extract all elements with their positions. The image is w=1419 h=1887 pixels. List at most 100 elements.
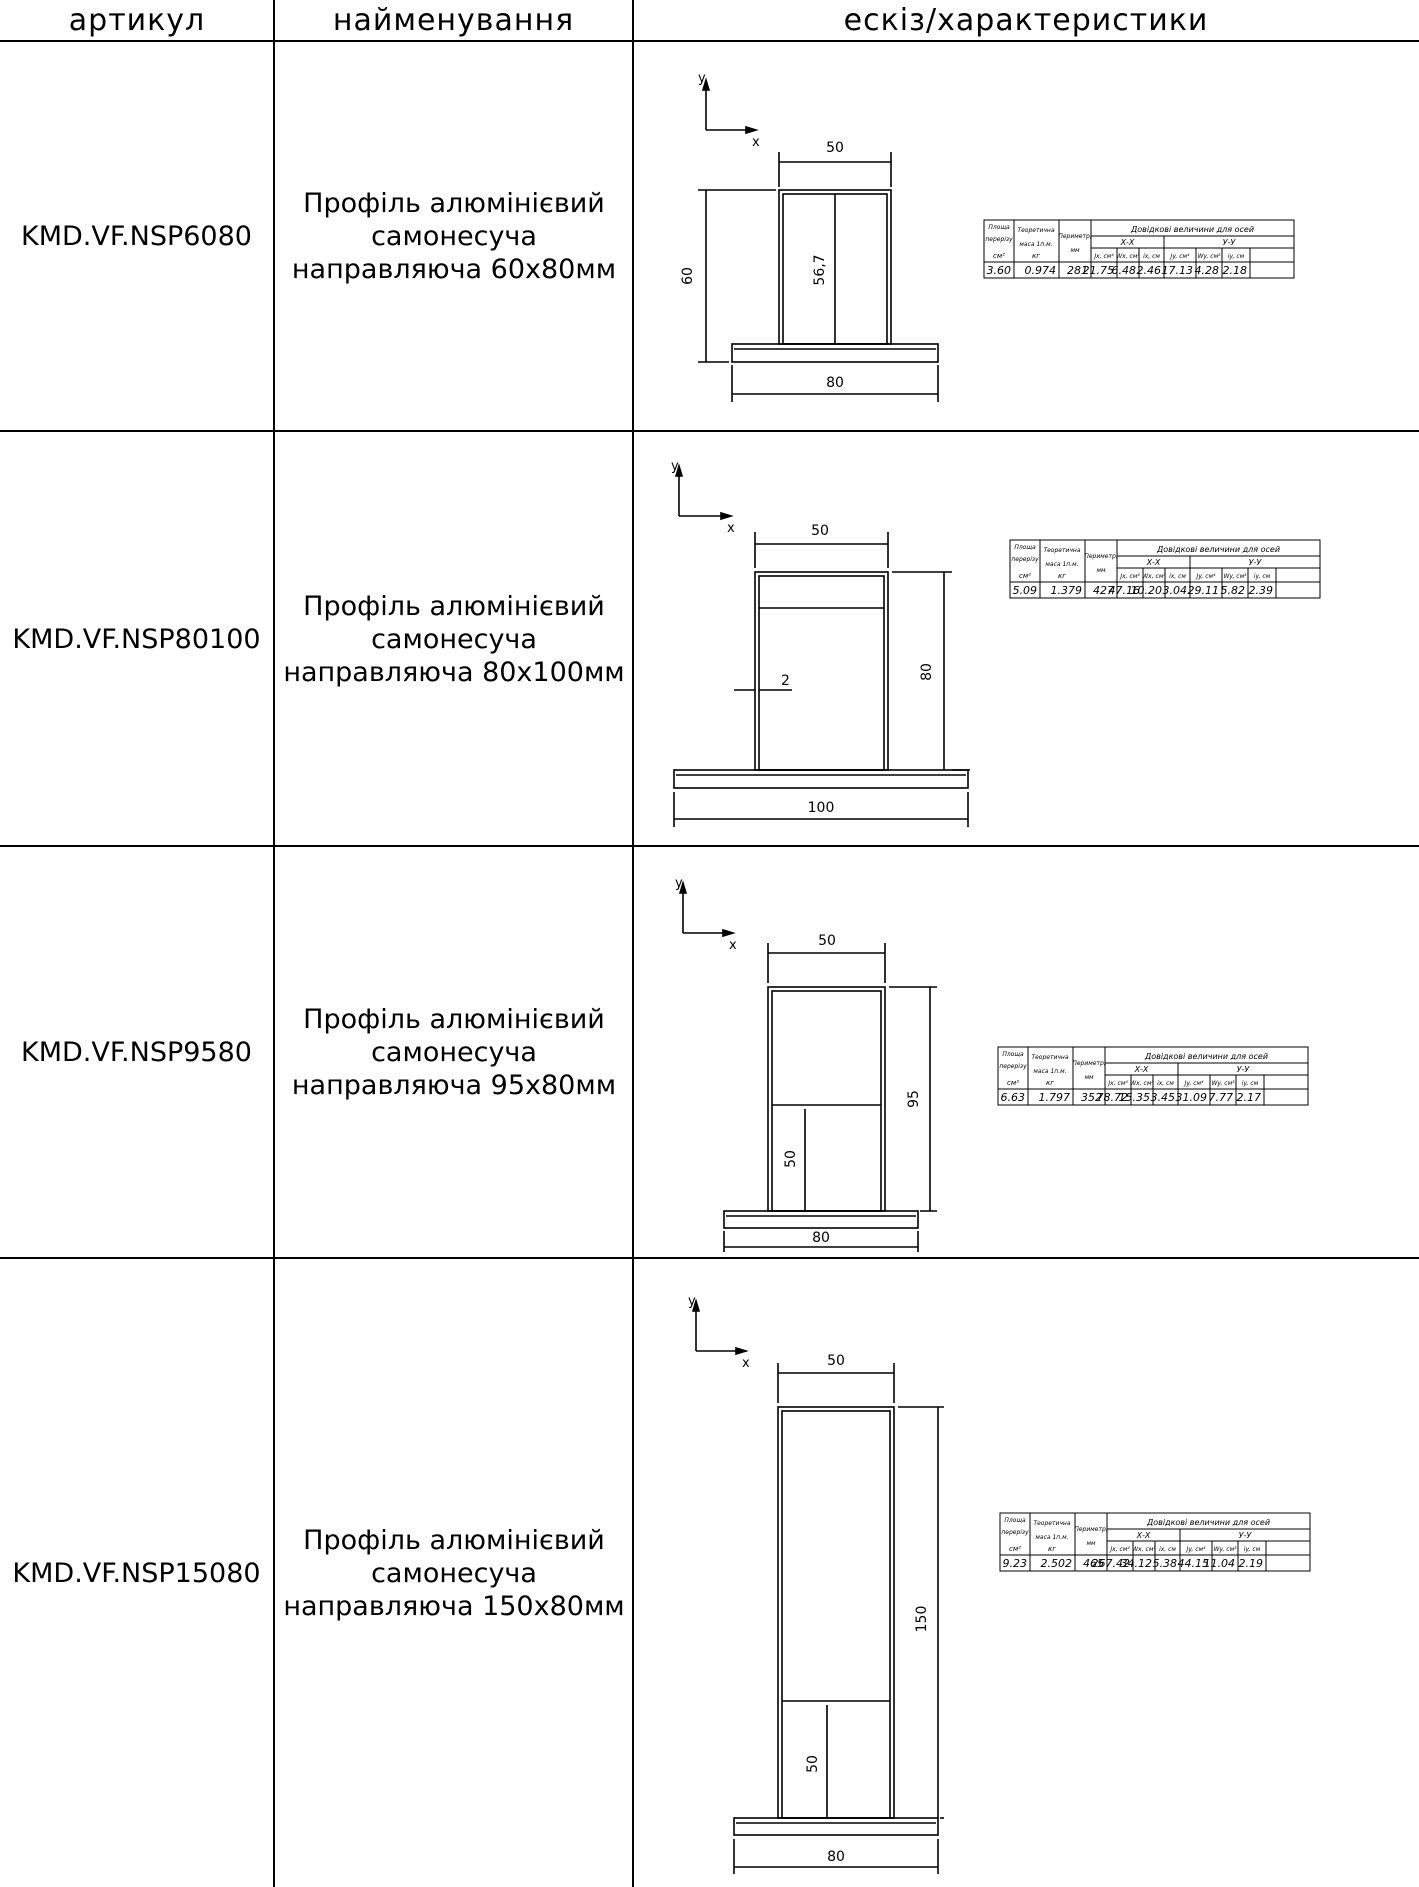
dim-inner: 50	[805, 1755, 821, 1773]
spec-mass-label-2: маса 1п.м.	[1019, 241, 1052, 248]
spec-value: 9.23	[1003, 1557, 1028, 1570]
spec-value: 281	[1067, 264, 1088, 277]
spec-value: 6.48	[1112, 264, 1137, 277]
spec-value: 2.19	[1239, 1557, 1264, 1570]
spec-value: 5.38	[1153, 1557, 1178, 1570]
spec-value: 17.13	[1162, 264, 1194, 277]
spec-col-header: ix, см	[1169, 573, 1186, 580]
spec-col-header: Wy, см³	[1197, 253, 1221, 260]
row-4-article: KMD.VF.NSP15080	[12, 1557, 261, 1589]
spec-area-label-2: перерізу	[985, 236, 1013, 243]
dim-wall: 2	[781, 673, 790, 689]
spec-col-header: Wx, см³	[1116, 253, 1140, 260]
spec-value: 10.20	[1131, 584, 1163, 597]
dim-height: 60	[680, 267, 696, 285]
spec-value: 15.35	[1119, 1091, 1151, 1104]
spec-col-header: Jy, см⁴	[1170, 253, 1190, 260]
spec-col-header: Wx, см³	[1132, 1546, 1156, 1553]
spec-col-header: iy, см	[1244, 1546, 1261, 1553]
spec-col-header: Wy, см³	[1213, 1546, 1237, 1553]
axis-y-label: y	[671, 459, 679, 474]
spec-col-header: Wy, см³	[1211, 1080, 1235, 1087]
row-4-name-line-1: Профіль алюмінієвий	[303, 1524, 605, 1556]
spec-col-header: Jx, см⁴	[1107, 1080, 1128, 1087]
spec-axis-y: У-У	[1223, 238, 1237, 247]
dim-width: 50	[826, 140, 844, 156]
spec-perimeter-unit: мм	[1084, 1074, 1094, 1081]
row-1-name: Профіль алюмінієвий самонесуча направляю…	[275, 42, 633, 431]
spec-col-header: Wx, см³	[1142, 573, 1166, 580]
row-4-name-line-3: направляюча 150х80мм	[283, 1590, 625, 1622]
spec-col-header: Jx, см⁴	[1109, 1546, 1130, 1553]
dim-height: 80	[919, 663, 935, 681]
spec-axis-x: Х-Х	[1134, 1065, 1149, 1074]
row-1-name-line-1: Профіль алюмінієвий	[303, 188, 605, 219]
spec-col-header: Jx, см⁴	[1119, 573, 1140, 580]
spec-value: 34.12	[1121, 1557, 1153, 1570]
row-1-article: KMD.VF.NSP6080	[21, 221, 252, 252]
axis-x-label: x	[752, 135, 760, 150]
spec-value: 3.04	[1163, 584, 1188, 597]
spec-mass-label-2: маса 1п.м.	[1033, 1068, 1066, 1075]
spec-value: 5.82	[1221, 584, 1246, 597]
row-4-sketch: 50 150 50 80 y x Площа перерізу см² Теорети…	[634, 1259, 1419, 1887]
row-3-sketch: 50 95 50 80 y x Площа перерізу см² Теоретич…	[634, 847, 1419, 1258]
axis-y-label: y	[688, 1294, 696, 1309]
spec-area-label-2: перерізу	[1001, 1529, 1029, 1536]
spec-value: 29.11	[1188, 584, 1220, 597]
dim-inner: 50	[783, 1150, 799, 1168]
dim-base: 80	[827, 1849, 845, 1865]
row-3-article: KMD.VF.NSP9580	[21, 1037, 252, 1068]
spec-value: 5.09	[1013, 584, 1038, 597]
spec-mass-label-2: маса 1п.м.	[1045, 561, 1078, 568]
axis-y-label: y	[675, 876, 683, 891]
spec-col-header: Jy, см⁴	[1184, 1080, 1204, 1087]
profile-drawing-6080: 50 60 56,7 80 y x Площа перерізу см² Теорет…	[680, 71, 1295, 402]
profile-drawing-15080: 50 150 50 80 y x Площа перерізу см² Теорети…	[688, 1294, 1311, 1874]
spec-axis-x: Х-Х	[1120, 238, 1135, 247]
spec-col-header: iy, см	[1228, 253, 1245, 260]
spec-value: 1.797	[1039, 1091, 1071, 1104]
spec-area-label: Площа	[1004, 1517, 1026, 1524]
spec-axis-x: Х-Х	[1136, 1531, 1151, 1540]
spec-area-unit: см²	[1019, 572, 1031, 580]
spec-col-header: ix, см	[1159, 1546, 1176, 1553]
profile-drawing-9580: 50 95 50 80 y x Площа перерізу см² Теоретич…	[675, 876, 1309, 1252]
dim-base: 80	[826, 375, 844, 391]
spec-table-4: Площа перерізу см² Теоретична маса 1п.м. кг Пе…	[999, 1512, 1311, 1572]
spec-reference-label: Довідкові величини для осей	[1130, 225, 1254, 234]
spec-value: 7.77	[1209, 1091, 1234, 1104]
axis-x-label: x	[727, 521, 735, 536]
spec-area-label-2: перерізу	[1011, 556, 1039, 563]
dim-height: 150	[914, 1606, 930, 1633]
spec-mass-label: Теоретична	[1033, 1520, 1070, 1527]
dim-base: 100	[808, 800, 835, 816]
spec-area-label-2: перерізу	[999, 1063, 1027, 1070]
spec-value: 31.09	[1176, 1091, 1208, 1104]
spec-area-unit: см²	[1007, 1079, 1019, 1087]
profile-drawing-80100: 50 80 2 100 y x Площа перерізу см² Теоретич…	[671, 459, 1321, 827]
spec-col-header: Wy, см³	[1223, 573, 1247, 580]
row-2-sketch: 50 80 2 100 y x Площа перерізу см² Теоретич…	[634, 432, 1419, 846]
spec-col-header: iy, см	[1254, 573, 1271, 580]
axis-x-label: x	[742, 1356, 750, 1371]
spec-perimeter-label: Периметр,	[1074, 1526, 1107, 1533]
spec-value: 352	[1081, 1091, 1102, 1104]
spec-reference-label: Довідкові величини для осей	[1156, 545, 1280, 554]
header-sketch: ескіз/характеристики	[843, 2, 1209, 38]
spec-col-header: Wx, см³	[1130, 1080, 1154, 1087]
spec-table-3: Площа перерізу см² Теоретична маса 1п.м. кг Пе…	[997, 1046, 1309, 1106]
row-3-name-line-3: направляюча 95х80мм	[291, 1070, 617, 1101]
spec-area-unit: см²	[1009, 1545, 1021, 1553]
row-3-name: Профіль алюмінієвий самонесуча направляю…	[275, 847, 633, 1258]
spec-area-label: Площа	[1002, 1051, 1024, 1058]
spec-value: 2.46	[1137, 264, 1162, 277]
spec-value: 267.42	[1092, 1557, 1131, 1570]
spec-axis-y: У-У	[1237, 1065, 1251, 1074]
spec-mass-unit: кг	[1032, 252, 1040, 260]
spec-mass-label: Теоретична	[1031, 1054, 1068, 1061]
spec-mass-unit: кг	[1048, 1545, 1056, 1553]
spec-mass-label: Теоретична	[1043, 547, 1080, 554]
spec-col-header: iy, см	[1242, 1080, 1259, 1087]
